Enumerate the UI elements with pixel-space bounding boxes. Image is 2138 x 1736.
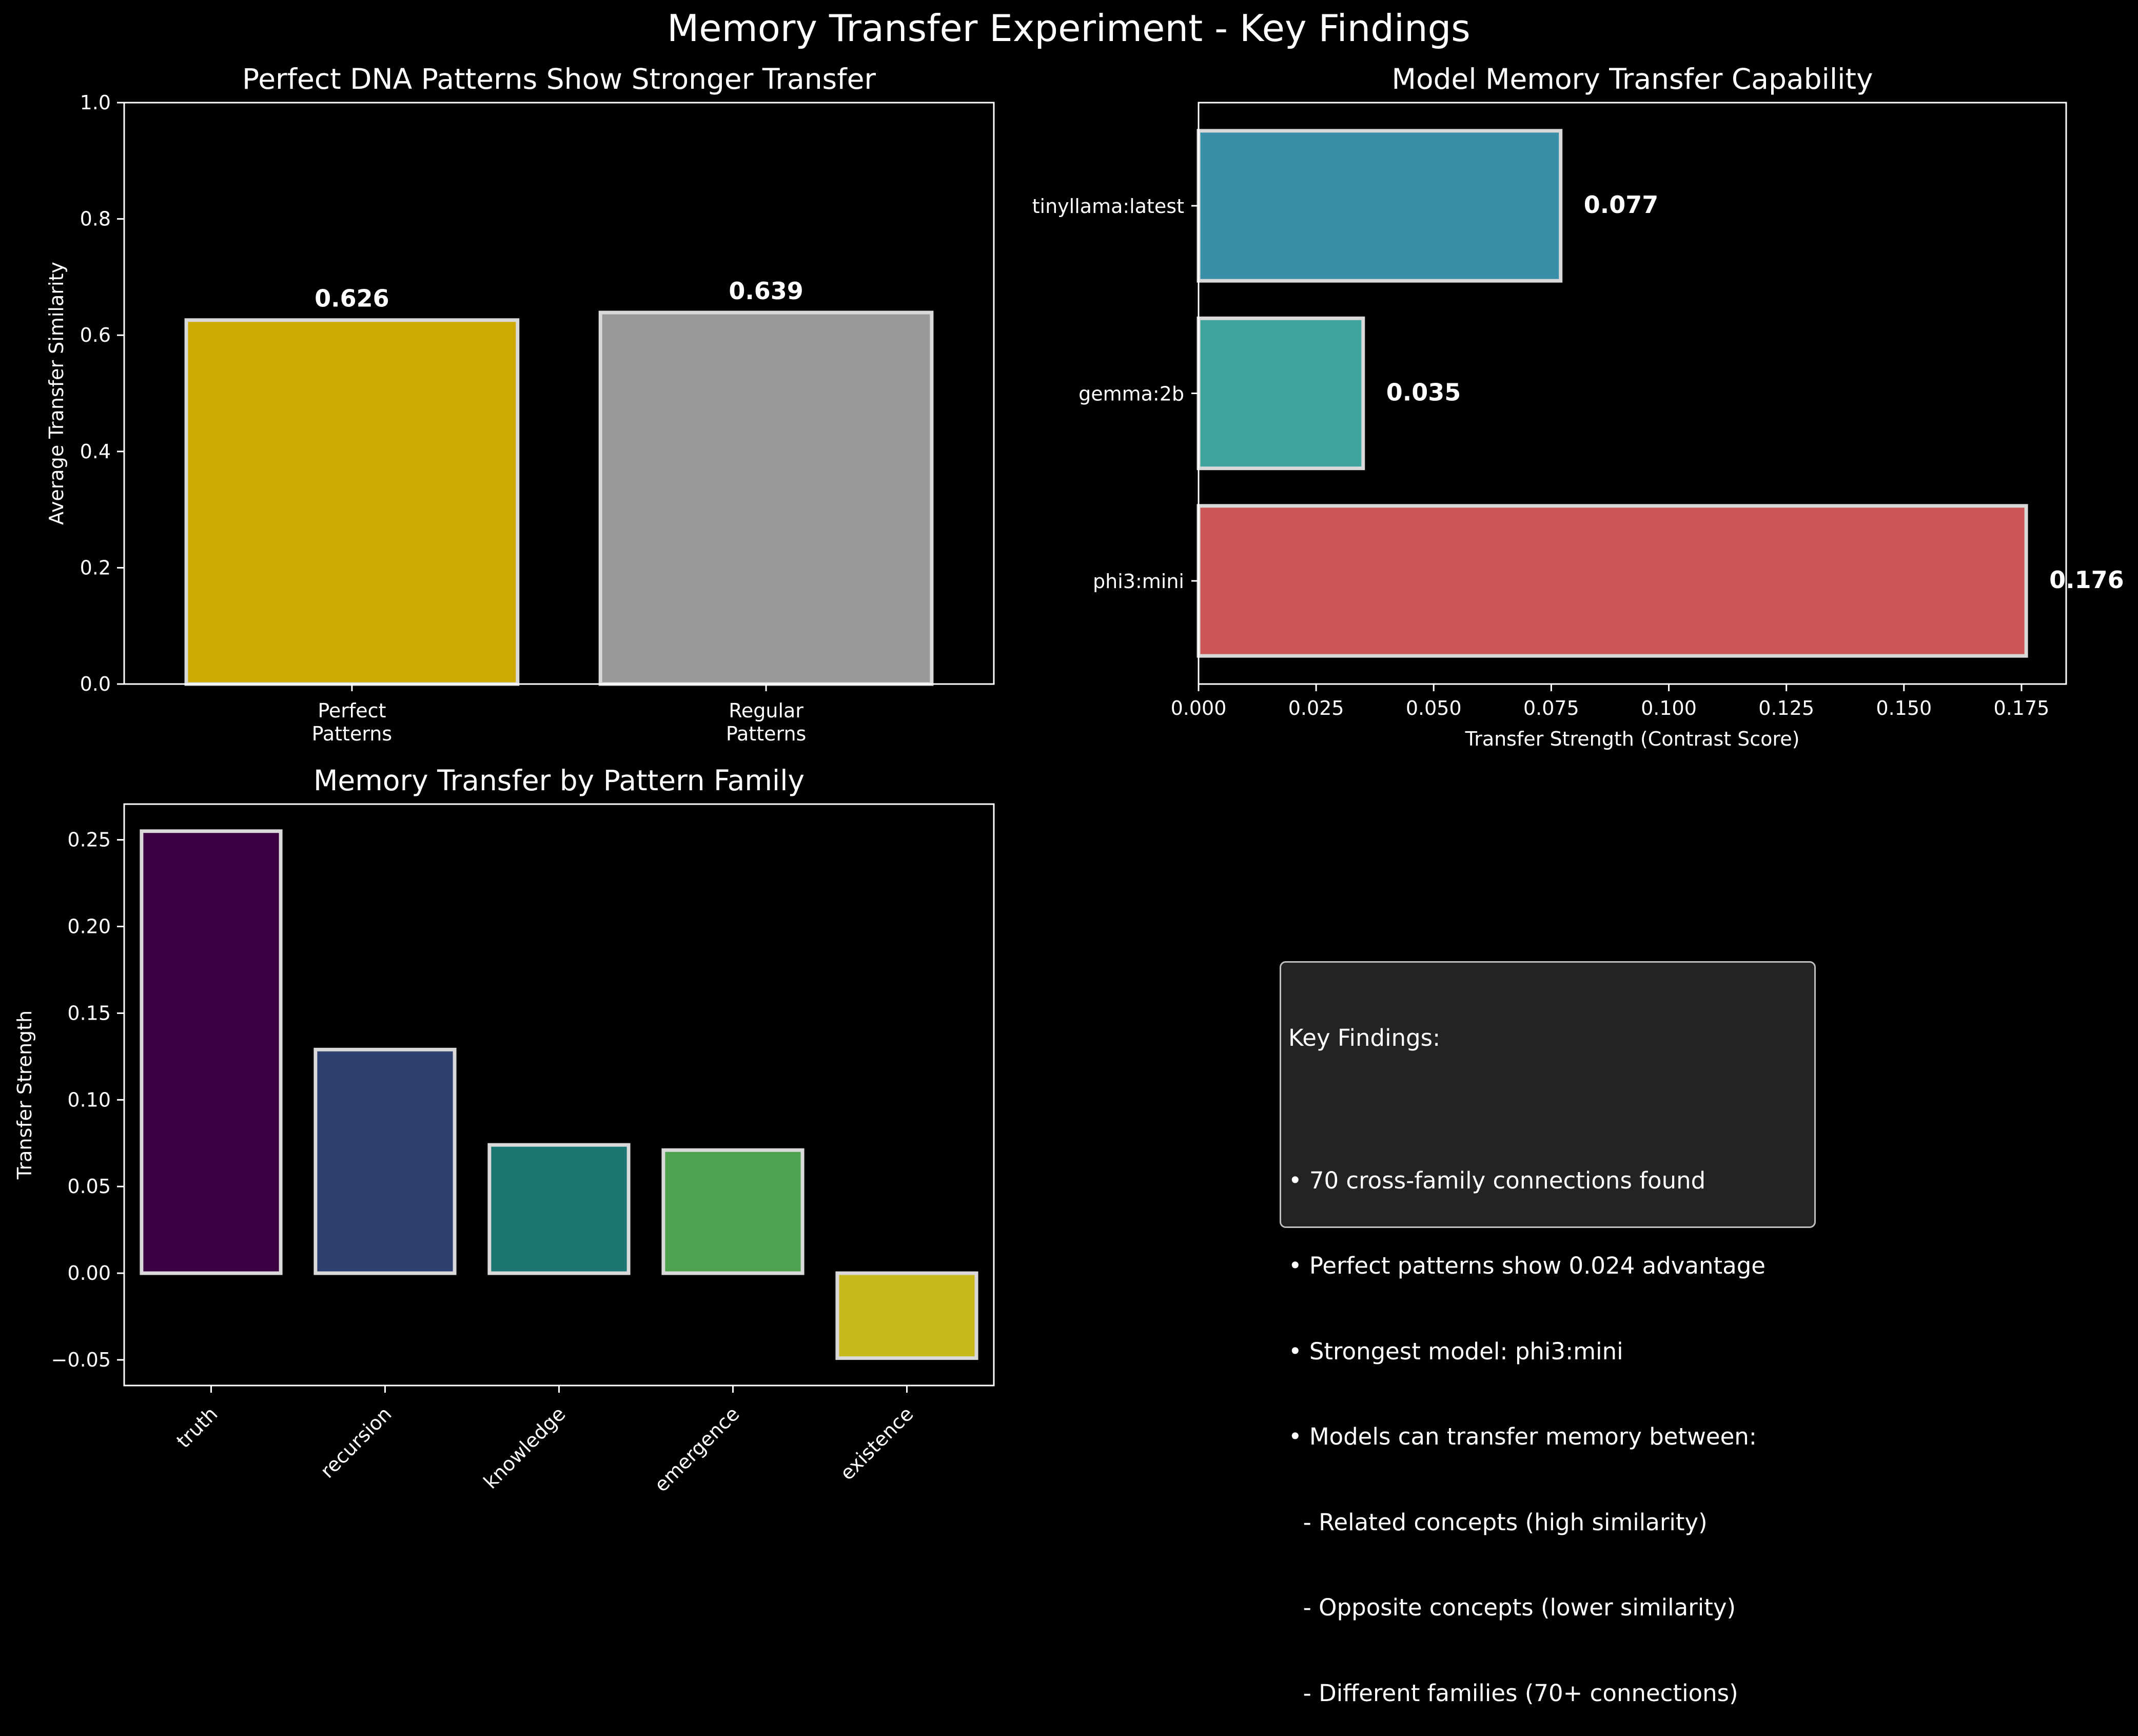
- bar-value-label: 0.035: [1386, 379, 1461, 406]
- key-findings-box: Key Findings: • 70 cross-family connecti…: [1280, 961, 1816, 1707]
- y-tick-label: 1.0: [80, 91, 111, 114]
- findings-line: - Related concepts (high similarity): [1288, 1508, 1708, 1536]
- bar: [184, 318, 520, 686]
- y-tick-label: 0.00: [67, 1262, 111, 1284]
- axes-frame: [123, 102, 995, 685]
- bar: [1197, 504, 2028, 658]
- x-tick-label: 0.050: [1406, 697, 1462, 719]
- axes-frame: [1198, 102, 2067, 685]
- bar: [487, 1143, 631, 1275]
- chart-title: Perfect DNA Patterns Show Stronger Trans…: [242, 63, 876, 95]
- findings-line: - Different families (70+ connections): [1288, 1679, 1738, 1707]
- y-tick-label: 0.4: [80, 440, 111, 463]
- y-tick-label: 0.2: [80, 556, 111, 579]
- findings-line: • Perfect patterns show 0.024 advantage: [1288, 1252, 1766, 1279]
- y-tick-label: 0.15: [67, 1002, 111, 1024]
- chart-title: Memory Transfer by Pattern Family: [313, 764, 805, 797]
- bar: [1197, 316, 1365, 471]
- bar: [835, 1271, 978, 1360]
- bar: [313, 1047, 457, 1275]
- y-tick-label: 0.25: [67, 829, 111, 851]
- findings-line: Key Findings:: [1288, 1024, 1441, 1051]
- y-tick-label: phi3:mini: [1093, 570, 1184, 593]
- y-tick-label: 0.0: [80, 673, 111, 695]
- figure-title: Memory Transfer Experiment - Key Finding…: [667, 7, 1470, 50]
- bar: [140, 829, 283, 1275]
- y-tick-label: 0.20: [67, 915, 111, 938]
- y-tick-label: 0.8: [80, 208, 111, 230]
- y-tick-label: 0.05: [67, 1175, 111, 1198]
- bar: [1197, 129, 1563, 283]
- chart-model-capability: 0.077 tinyllama:latest 0.035 gemma:2b 0.176 p…: [1032, 63, 2124, 750]
- y-axis-label: Transfer Strength: [13, 1010, 36, 1180]
- chart-pattern-type: 0.626 Perfect Patterns 0.639 Regular Patterns…: [45, 63, 995, 745]
- y-tick-label: 0.10: [67, 1088, 111, 1111]
- bar: [598, 310, 934, 686]
- y-tick-label: 0.6: [80, 324, 111, 346]
- y-tick-label: tinyllama:latest: [1032, 195, 1184, 218]
- chart-title: Model Memory Transfer Capability: [1391, 63, 1873, 95]
- axes-frame: [123, 803, 995, 1387]
- findings-line: • Strongest model: phi3:mini: [1288, 1337, 1623, 1365]
- x-tick-label: Perfect Patterns: [312, 699, 393, 745]
- bar-value-label: 0.176: [2049, 566, 2124, 594]
- findings-line: • 70 cross-family connections found: [1288, 1166, 1706, 1194]
- x-tick-label: 0.125: [1758, 697, 1814, 719]
- chart-pattern-family: truth recursion knowledge emergence existenc…: [13, 764, 995, 1496]
- bar: [661, 1148, 805, 1275]
- x-tick-label: 0.025: [1288, 697, 1344, 719]
- y-tick-label: gemma:2b: [1078, 383, 1184, 405]
- x-tick-label: 0.175: [1994, 697, 2050, 719]
- bar-value-label: 0.077: [1584, 191, 1659, 219]
- y-tick-label: −0.05: [51, 1349, 111, 1371]
- bar-value-label: 0.639: [729, 277, 803, 305]
- figure-background: [0, 0, 2138, 1516]
- x-tick-label: Regular Patterns: [726, 699, 807, 745]
- x-axis-label: Transfer Strength (Contrast Score): [1465, 728, 1800, 750]
- y-axis-label: Average Transfer Similarity: [45, 262, 68, 525]
- findings-line: • Models can transfer memory between:: [1288, 1423, 1757, 1450]
- x-tick-label: 0.075: [1523, 697, 1579, 719]
- x-tick-label: 0.100: [1641, 697, 1697, 719]
- bar-value-label: 0.626: [315, 285, 389, 313]
- findings-line: - Opposite concepts (lower similarity): [1288, 1594, 1736, 1621]
- x-tick-label: 0.000: [1171, 697, 1227, 719]
- figure: Memory Transfer Experiment - Key Finding…: [0, 0, 2138, 1516]
- x-tick-label: 0.150: [1876, 697, 1932, 719]
